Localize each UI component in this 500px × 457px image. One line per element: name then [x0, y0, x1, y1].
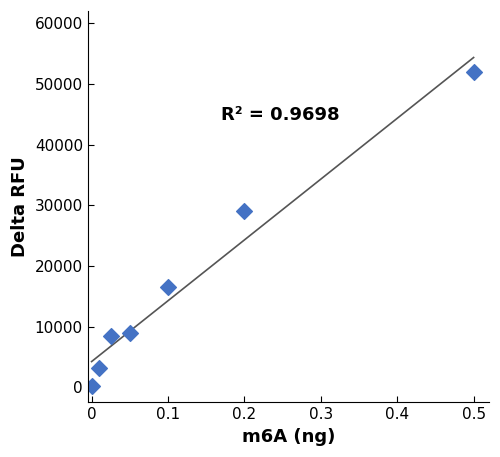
Point — [88, 383, 96, 390]
Point — [95, 364, 103, 372]
Point — [470, 68, 478, 75]
Point — [164, 283, 172, 291]
Point — [240, 207, 248, 215]
Text: R² = 0.9698: R² = 0.9698 — [222, 106, 340, 124]
Point — [106, 332, 114, 340]
Y-axis label: Delta RFU: Delta RFU — [11, 156, 29, 257]
X-axis label: m6A (ng): m6A (ng) — [242, 428, 335, 446]
Point — [126, 329, 134, 336]
